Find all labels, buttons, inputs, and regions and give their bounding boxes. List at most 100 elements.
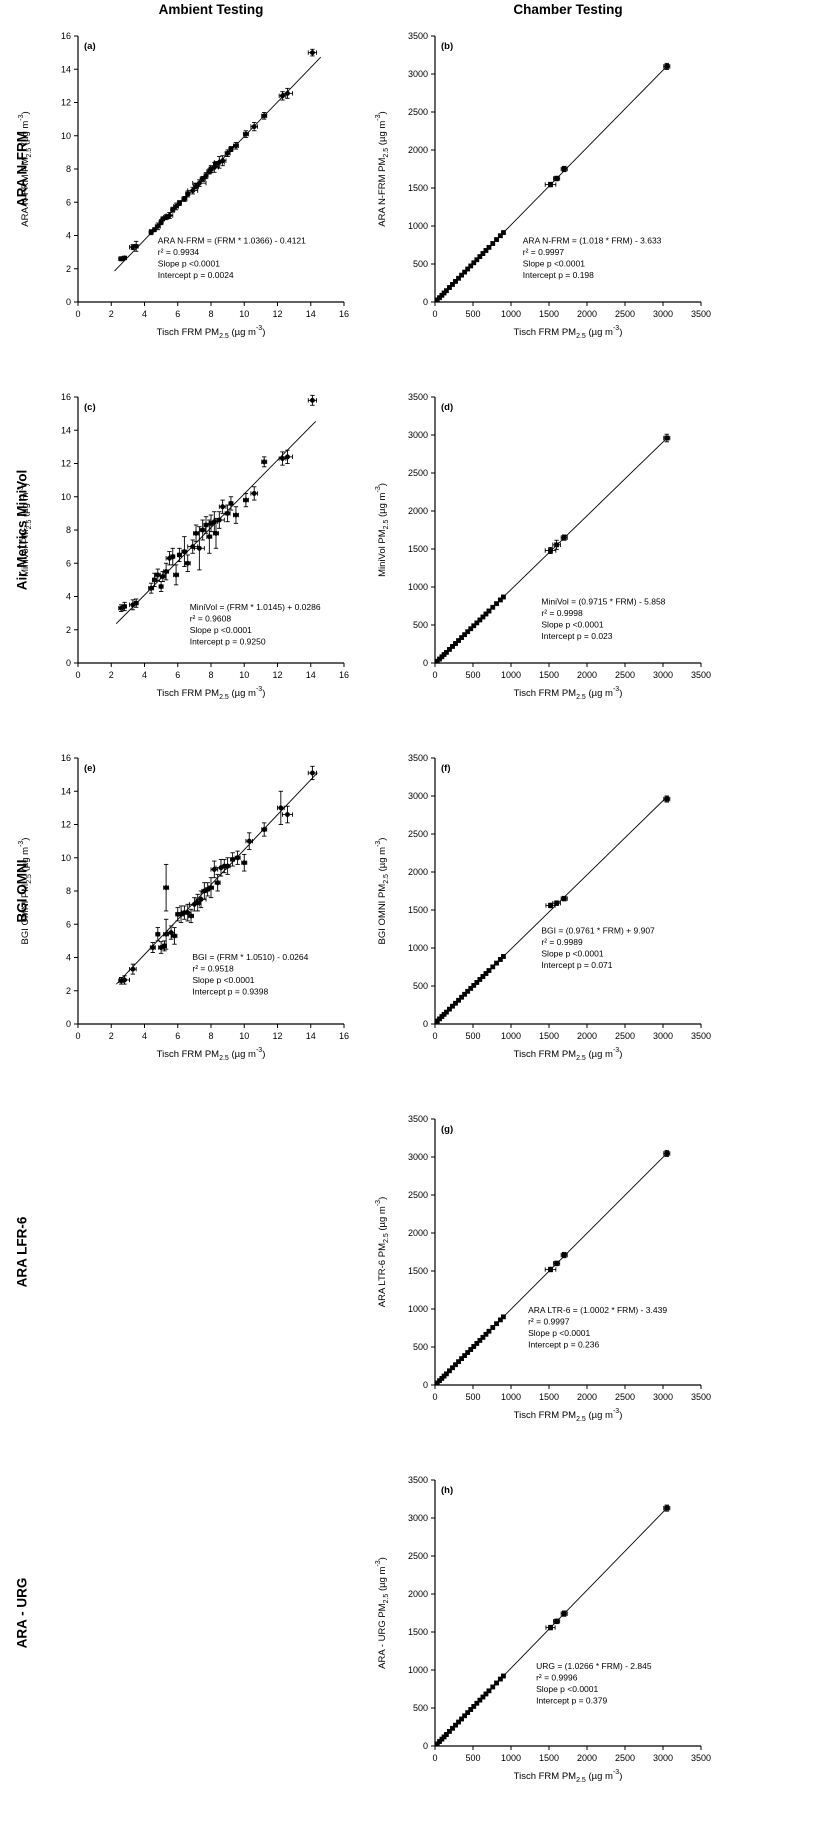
svg-text:r² = 0.9608: r² = 0.9608 bbox=[190, 613, 232, 623]
svg-text:r² = 0.9998: r² = 0.9998 bbox=[541, 608, 583, 618]
svg-text:Intercept p = 0.198: Intercept p = 0.198 bbox=[523, 270, 594, 280]
svg-text:1000: 1000 bbox=[501, 1031, 521, 1041]
data-points bbox=[434, 795, 671, 1024]
svg-text:1000: 1000 bbox=[501, 670, 521, 680]
panel-h: 0 500 1000 1500 2000 2500 3000 3500 0 500 1000 1500… bbox=[375, 1475, 711, 1784]
svg-text:2500: 2500 bbox=[408, 1551, 428, 1561]
panel-f: 0 500 1000 1500 2000 2500 3000 3500 0 500 1000 1500… bbox=[375, 753, 711, 1062]
svg-text:16: 16 bbox=[339, 309, 349, 319]
tick-labels: 0 500 1000 1500 2000 2500 3000 3500 0 500 1000 1500… bbox=[408, 392, 711, 680]
panel-letter: (e) bbox=[84, 763, 96, 774]
svg-text:MiniVol = (0.9715 * FRM) - 5.8: MiniVol = (0.9715 * FRM) - 5.858 bbox=[541, 596, 665, 606]
svg-text:0: 0 bbox=[432, 1392, 437, 1402]
svg-text:2500: 2500 bbox=[408, 1190, 428, 1200]
svg-text:500: 500 bbox=[413, 1342, 428, 1352]
svg-text:2: 2 bbox=[66, 264, 71, 274]
svg-text:0: 0 bbox=[423, 658, 428, 668]
svg-text:500: 500 bbox=[465, 1753, 480, 1763]
panel-letter: (g) bbox=[441, 1124, 453, 1135]
svg-text:Intercept p = 0.071: Intercept p = 0.071 bbox=[541, 960, 612, 970]
y-axis-label: ARA - URG PM2.5 (µg m-3) bbox=[375, 1557, 390, 1669]
svg-text:2: 2 bbox=[109, 1031, 114, 1041]
svg-text:2000: 2000 bbox=[577, 1031, 597, 1041]
svg-text:2000: 2000 bbox=[408, 1228, 428, 1238]
svg-text:3500: 3500 bbox=[408, 753, 428, 763]
svg-text:2000: 2000 bbox=[577, 1392, 597, 1402]
svg-text:3000: 3000 bbox=[408, 430, 428, 440]
panel-letter: (h) bbox=[441, 1485, 453, 1496]
svg-text:2500: 2500 bbox=[408, 107, 428, 117]
svg-text:1500: 1500 bbox=[408, 183, 428, 193]
svg-text:500: 500 bbox=[465, 309, 480, 319]
svg-text:8: 8 bbox=[66, 886, 71, 896]
svg-text:16: 16 bbox=[61, 753, 71, 763]
svg-text:3500: 3500 bbox=[691, 309, 711, 319]
svg-text:1500: 1500 bbox=[408, 1627, 428, 1637]
svg-text:2500: 2500 bbox=[408, 468, 428, 478]
svg-text:1500: 1500 bbox=[539, 1753, 559, 1763]
svg-text:3500: 3500 bbox=[408, 31, 428, 41]
svg-text:500: 500 bbox=[465, 670, 480, 680]
data-points bbox=[118, 765, 318, 985]
svg-text:Slope p <0.0001: Slope p <0.0001 bbox=[158, 258, 220, 268]
x-axis-label: Tisch FRM PM2.5 (µg m-3) bbox=[514, 1408, 623, 1423]
svg-text:1000: 1000 bbox=[408, 1665, 428, 1675]
svg-text:4: 4 bbox=[66, 592, 71, 602]
svg-text:14: 14 bbox=[61, 64, 71, 74]
tick-labels: 0 500 1000 1500 2000 2500 3000 3500 0 500 1000 1500… bbox=[408, 1475, 711, 1763]
svg-text:12: 12 bbox=[61, 459, 71, 469]
svg-text:0: 0 bbox=[432, 670, 437, 680]
data-points bbox=[434, 1149, 671, 1386]
svg-text:500: 500 bbox=[465, 1031, 480, 1041]
regression-annotation: ARA N-FRM = (FRM * 1.0366) - 0.4121 r² = … bbox=[158, 235, 306, 280]
svg-text:10: 10 bbox=[239, 1031, 249, 1041]
svg-text:500: 500 bbox=[413, 981, 428, 991]
svg-text:4: 4 bbox=[66, 953, 71, 963]
svg-text:1500: 1500 bbox=[539, 1392, 559, 1402]
svg-text:10: 10 bbox=[61, 853, 71, 863]
tick-labels: 0 2 4 6 8 10 12 14 16 0 2 4 6 8 10 12 14 16 bbox=[61, 753, 349, 1041]
panel-letter: (b) bbox=[441, 41, 453, 52]
svg-text:8: 8 bbox=[66, 164, 71, 174]
panel-letter: (a) bbox=[84, 41, 96, 52]
svg-text:Slope p <0.0001: Slope p <0.0001 bbox=[192, 975, 254, 985]
svg-text:2: 2 bbox=[66, 625, 71, 635]
svg-text:4: 4 bbox=[142, 309, 147, 319]
svg-text:4: 4 bbox=[142, 1031, 147, 1041]
tick-labels: 0 500 1000 1500 2000 2500 3000 3500 0 500 1000 1500… bbox=[408, 1114, 711, 1402]
tick-labels: 0 500 1000 1500 2000 2500 3000 3500 0 500 1000 1500… bbox=[408, 753, 711, 1041]
panel-e: 0 2 4 6 8 10 12 14 16 0 2 4 6 8 10 12 14 16 (e) BGI = (FRM … bbox=[18, 753, 349, 1062]
panel-letter: (f) bbox=[441, 763, 451, 774]
svg-text:500: 500 bbox=[413, 620, 428, 630]
svg-text:16: 16 bbox=[61, 31, 71, 41]
svg-text:2500: 2500 bbox=[615, 1392, 635, 1402]
svg-text:2000: 2000 bbox=[577, 309, 597, 319]
y-axis-label: MiniVol PM2.5 (µg m-3) bbox=[375, 483, 390, 577]
svg-text:0: 0 bbox=[432, 1031, 437, 1041]
svg-text:2000: 2000 bbox=[408, 867, 428, 877]
svg-text:0: 0 bbox=[75, 309, 80, 319]
svg-text:2500: 2500 bbox=[408, 829, 428, 839]
svg-text:r² = 0.9997: r² = 0.9997 bbox=[528, 1317, 570, 1327]
svg-text:Intercept p = 0.9398: Intercept p = 0.9398 bbox=[192, 987, 268, 997]
data-points bbox=[118, 394, 318, 612]
svg-text:2000: 2000 bbox=[408, 506, 428, 516]
svg-text:3000: 3000 bbox=[653, 1392, 673, 1402]
svg-text:10: 10 bbox=[61, 492, 71, 502]
svg-text:0: 0 bbox=[66, 1019, 71, 1029]
panel-a: 0 2 4 6 8 10 12 14 16 0 2 4 6 8 10 12 14 16 (a) ARA N-FRM =… bbox=[18, 31, 349, 340]
column-header-chamber: Chamber Testing bbox=[513, 2, 623, 17]
svg-text:BGI = (0.9761 * FRM) + 9.907: BGI = (0.9761 * FRM) + 9.907 bbox=[541, 926, 655, 936]
svg-text:6: 6 bbox=[175, 1031, 180, 1041]
svg-text:3500: 3500 bbox=[691, 1031, 711, 1041]
svg-text:1500: 1500 bbox=[539, 1031, 559, 1041]
svg-text:Slope p <0.0001: Slope p <0.0001 bbox=[528, 1328, 590, 1338]
x-axis-label: Tisch FRM PM2.5 (µg m-3) bbox=[157, 686, 266, 701]
svg-text:14: 14 bbox=[306, 309, 316, 319]
svg-text:12: 12 bbox=[272, 670, 282, 680]
svg-text:3000: 3000 bbox=[653, 309, 673, 319]
data-points bbox=[118, 48, 318, 262]
y-axis-label: BGI OMNI PM2.5 (µg m-3) bbox=[375, 838, 390, 945]
